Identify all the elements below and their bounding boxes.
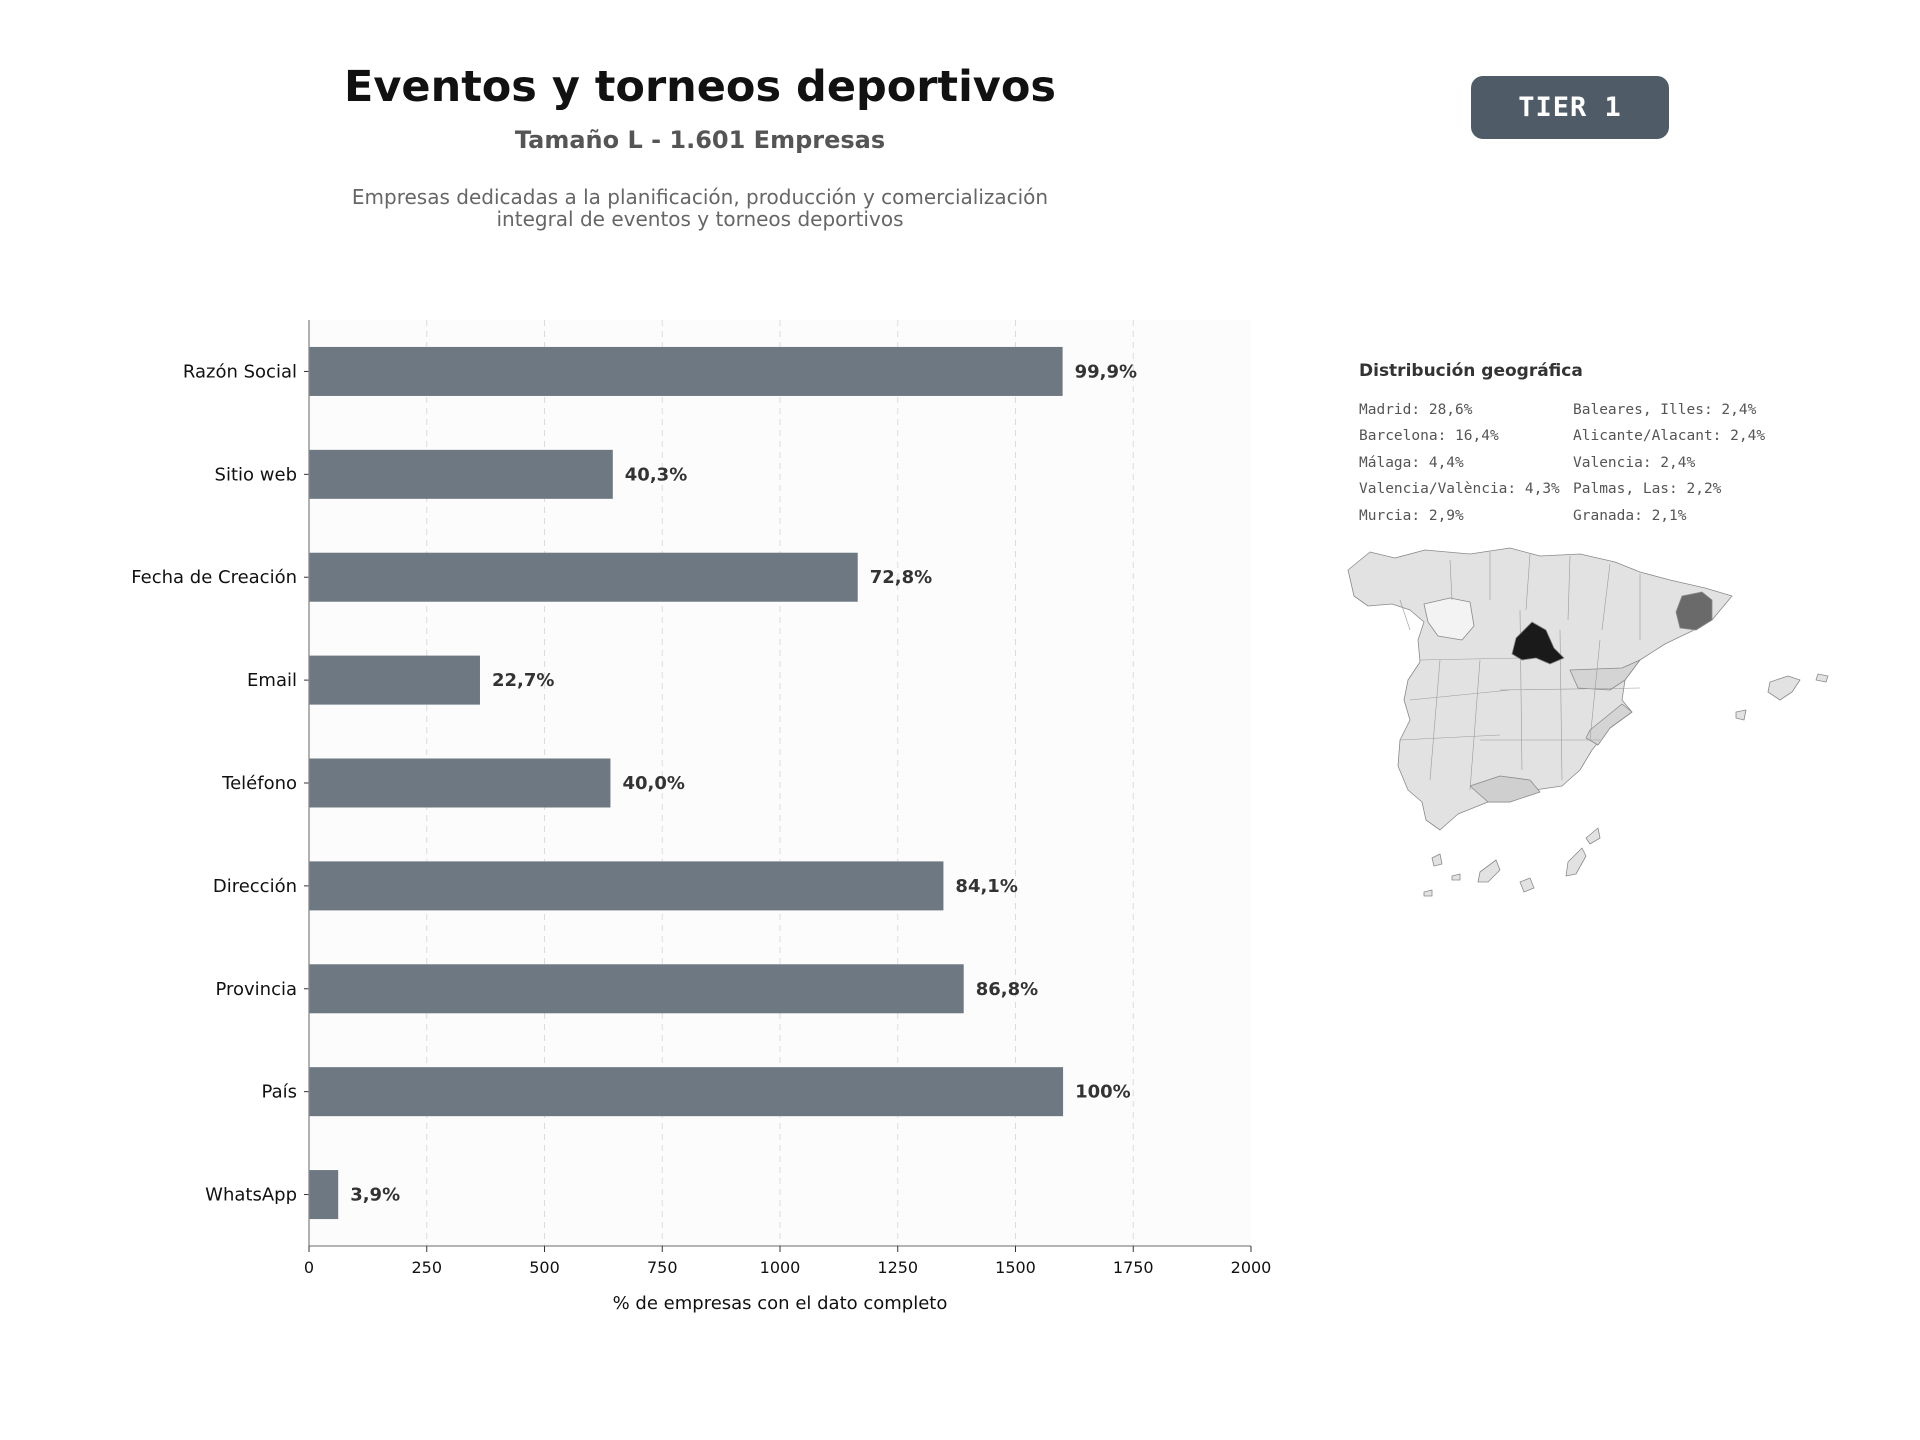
map-baleares — [1735, 709, 1747, 721]
description-line-1: Empresas dedicadas a la planificación, p… — [351, 185, 1049, 209]
x-tick-label: 1500 — [995, 1258, 1036, 1277]
category-label: Email — [247, 670, 297, 691]
category-label: País — [262, 1082, 297, 1103]
x-tick-label: 1000 — [760, 1258, 801, 1277]
category-label: Provincia — [215, 979, 297, 1000]
map-region-mid — [1585, 703, 1633, 746]
map-region-mid — [1569, 659, 1641, 691]
geo-item: Barcelona: 16,4% — [1359, 428, 1499, 445]
map-region-light — [1423, 597, 1475, 641]
bar-chart: Razón Social 99,9% Sitio web 40,3% Fecha de … — [131, 320, 1272, 1314]
map-borders — [1399, 552, 1641, 791]
map-baleares — [1767, 675, 1801, 701]
geo-title: Distribución geográfica — [1359, 361, 1583, 381]
geo-item: Valencia/València: 4,3% — [1359, 481, 1560, 498]
bar — [309, 449, 613, 499]
map-region-mid — [1469, 775, 1541, 803]
data-label: 22,7% — [492, 670, 554, 691]
x-tick-label: 2000 — [1231, 1258, 1272, 1277]
bar — [309, 758, 611, 808]
geo-item: Valencia: 2,4% — [1573, 454, 1696, 471]
map-canarias — [1565, 847, 1587, 877]
tier-badge: TIER 1 — [1471, 76, 1669, 139]
map-canarias — [1585, 827, 1601, 845]
x-tick-label: 750 — [647, 1258, 678, 1277]
page-description: Empresas dedicadas a la planificación, p… — [0, 186, 1400, 230]
category-label: Razón Social — [183, 361, 297, 382]
description-line-2: integral de eventos y torneos deportivos — [496, 207, 904, 231]
data-label: 99,9% — [1075, 361, 1137, 382]
spain-map — [1347, 547, 1829, 897]
map-canarias — [1431, 853, 1443, 867]
map-baleares — [1815, 673, 1829, 683]
data-label: 40,0% — [622, 773, 684, 794]
page-title: Eventos y torneos deportivos — [344, 62, 1056, 112]
data-label: 100% — [1075, 1082, 1131, 1103]
bar — [309, 346, 1063, 396]
category-label: Fecha de Creación — [131, 567, 297, 588]
map-canarias — [1477, 859, 1501, 883]
bar — [309, 1170, 339, 1220]
geo-item: Granada: 2,1% — [1573, 507, 1687, 524]
category-label: Teléfono — [221, 773, 297, 794]
map-madrid — [1511, 621, 1565, 665]
geo-item: Alicante/Alacant: 2,4% — [1573, 428, 1766, 445]
geo-item: Palmas, Las: 2,2% — [1573, 481, 1722, 498]
x-tick-label: 500 — [529, 1258, 560, 1277]
x-tick-label: 1250 — [877, 1258, 918, 1277]
geo-item: Baleares, Illes: 2,4% — [1573, 402, 1757, 418]
data-label: 72,8% — [870, 567, 932, 588]
bar — [309, 1067, 1064, 1117]
map-canarias — [1519, 877, 1535, 893]
geo-list: Madrid: 28,6% Baleares, Illes: 2,4% Barc… — [1359, 397, 1799, 529]
data-label: 3,9% — [350, 1185, 400, 1206]
bar — [309, 861, 944, 911]
map-canarias — [1451, 873, 1461, 881]
data-label: 86,8% — [976, 979, 1038, 1000]
data-label: 84,1% — [955, 876, 1017, 897]
category-label: Sitio web — [215, 464, 297, 485]
geo-item: Murcia: 2,9% — [1359, 507, 1464, 524]
x-tick-label: 250 — [411, 1258, 442, 1277]
x-tick-label: 1750 — [1113, 1258, 1154, 1277]
bar — [309, 655, 480, 705]
category-label: WhatsApp — [205, 1185, 297, 1206]
x-tick-label: 0 — [304, 1258, 314, 1277]
bar — [309, 964, 964, 1014]
data-label: 40,3% — [625, 464, 687, 485]
map-canarias — [1423, 889, 1433, 897]
map-mainland — [1347, 547, 1733, 831]
map-barcelona — [1675, 591, 1713, 631]
bar — [309, 552, 858, 602]
page-subtitle: Tamaño L - 1.601 Empresas — [514, 126, 886, 154]
geo-item: Málaga: 4,4% — [1359, 454, 1464, 471]
geo-item: Madrid: 28,6% — [1359, 402, 1473, 418]
x-axis-label: % de empresas con el dato completo — [613, 1293, 948, 1314]
category-label: Dirección — [213, 876, 297, 897]
